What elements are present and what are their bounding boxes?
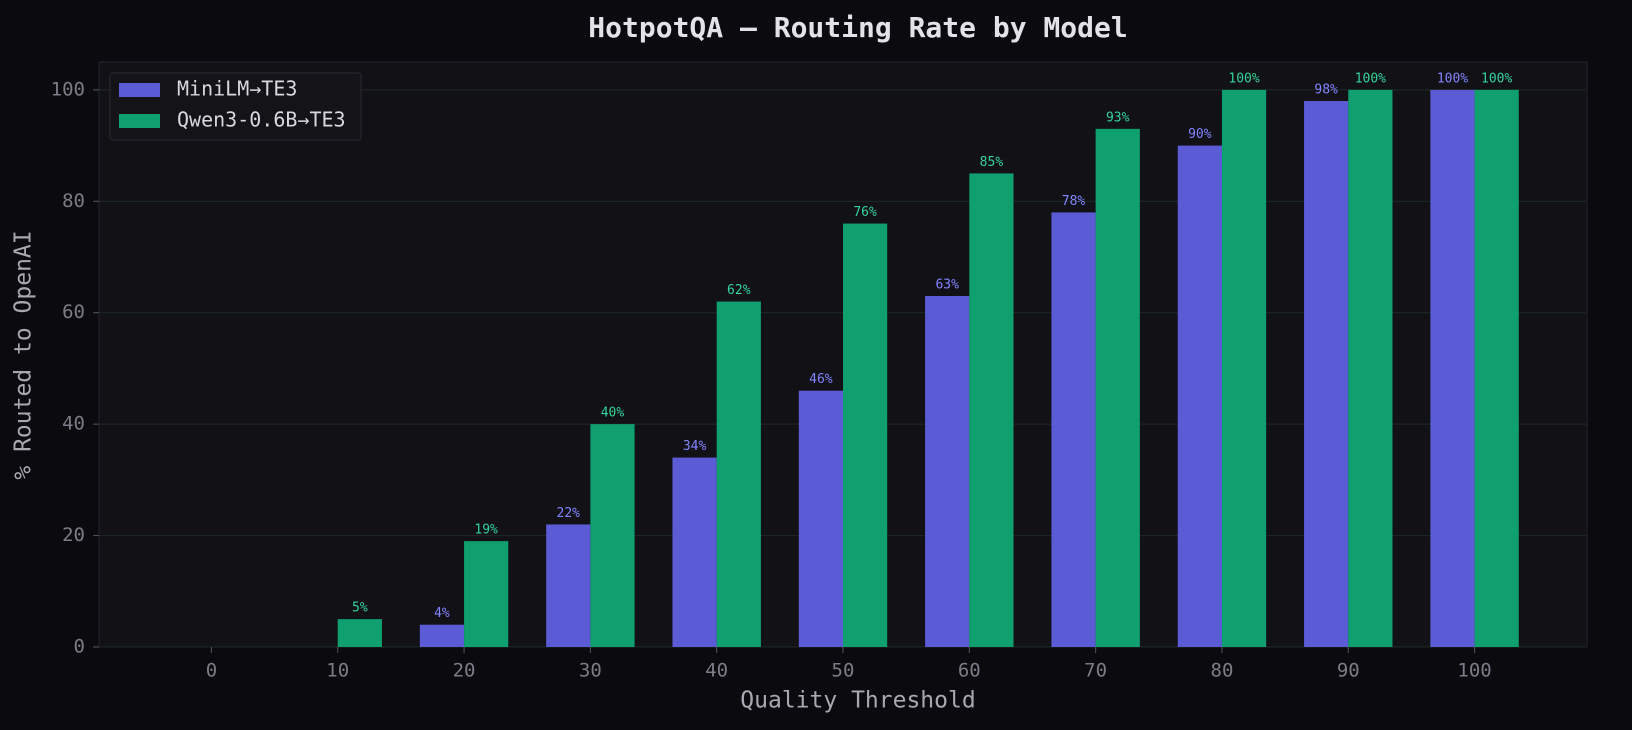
value-label: 90% [1188,127,1212,142]
x-tick-label: 70 [1084,660,1107,682]
value-label: 63% [935,278,959,293]
bar [1095,128,1140,647]
bar [1221,89,1267,648]
legend: MiniLM→TE3 Qwen3-0.6B→TE3 [109,72,362,141]
value-label: 40% [601,406,625,421]
x-tick-label: 80 [1211,660,1234,682]
value-label: 34% [683,439,707,454]
bar [546,524,591,647]
y-tick-label: 40 [62,413,85,435]
legend-label: Qwen3-0.6B→TE3 [177,108,346,132]
value-label: 22% [557,506,581,521]
bar [969,173,1014,647]
value-label: 78% [1062,194,1086,209]
value-label: 46% [809,372,833,387]
y-tick-label: 80 [62,190,85,212]
chart-title: HotpotQA — Routing Rate by Model [588,11,1127,44]
legend-box [109,72,362,141]
bar [843,223,888,648]
bar [1474,89,1519,648]
y-tick-label: 0 [74,636,85,658]
bar [1177,145,1222,648]
bar [798,390,843,647]
bar [672,457,717,647]
value-label: 62% [727,283,751,298]
value-label: 100% [1228,71,1259,86]
bar [1051,212,1096,647]
x-tick-label: 40 [705,660,728,682]
bar [590,424,635,647]
value-label: 19% [474,523,498,538]
x-tick-label: 30 [579,660,602,682]
value-label: 100% [1481,71,1512,86]
bar [464,541,509,647]
value-label: 100% [1437,71,1468,86]
value-label: 4% [434,606,450,621]
x-tick-label: 90 [1337,660,1360,682]
value-label: 85% [980,155,1004,170]
bar [1430,89,1475,648]
value-label: 5% [352,601,368,616]
x-tick-label: 20 [453,660,476,682]
value-label: 98% [1314,83,1338,98]
y-axis-label: % Routed to OpenAI [11,230,37,479]
y-tick-label: 100 [51,78,85,100]
bar [1304,101,1349,647]
bar [337,619,382,647]
bar [925,296,970,647]
y-tick-label: 60 [62,301,85,323]
value-label: 93% [1106,110,1130,125]
x-axis-label: Quality Threshold [740,688,975,714]
legend-label: MiniLM→TE3 [177,77,297,101]
x-tick-label: 0 [206,660,217,682]
x-tick-label: 60 [958,660,981,682]
legend-swatch [119,114,160,128]
x-tick-label: 10 [326,660,349,682]
y-tick-label: 20 [62,524,85,546]
bar [1348,89,1393,648]
bar [419,624,465,647]
x-tick-label: 100 [1457,660,1491,682]
bar [716,301,761,647]
x-tick-label: 50 [832,660,855,682]
value-label: 76% [853,205,877,220]
value-label: 100% [1355,71,1386,86]
legend-swatch [119,83,160,97]
